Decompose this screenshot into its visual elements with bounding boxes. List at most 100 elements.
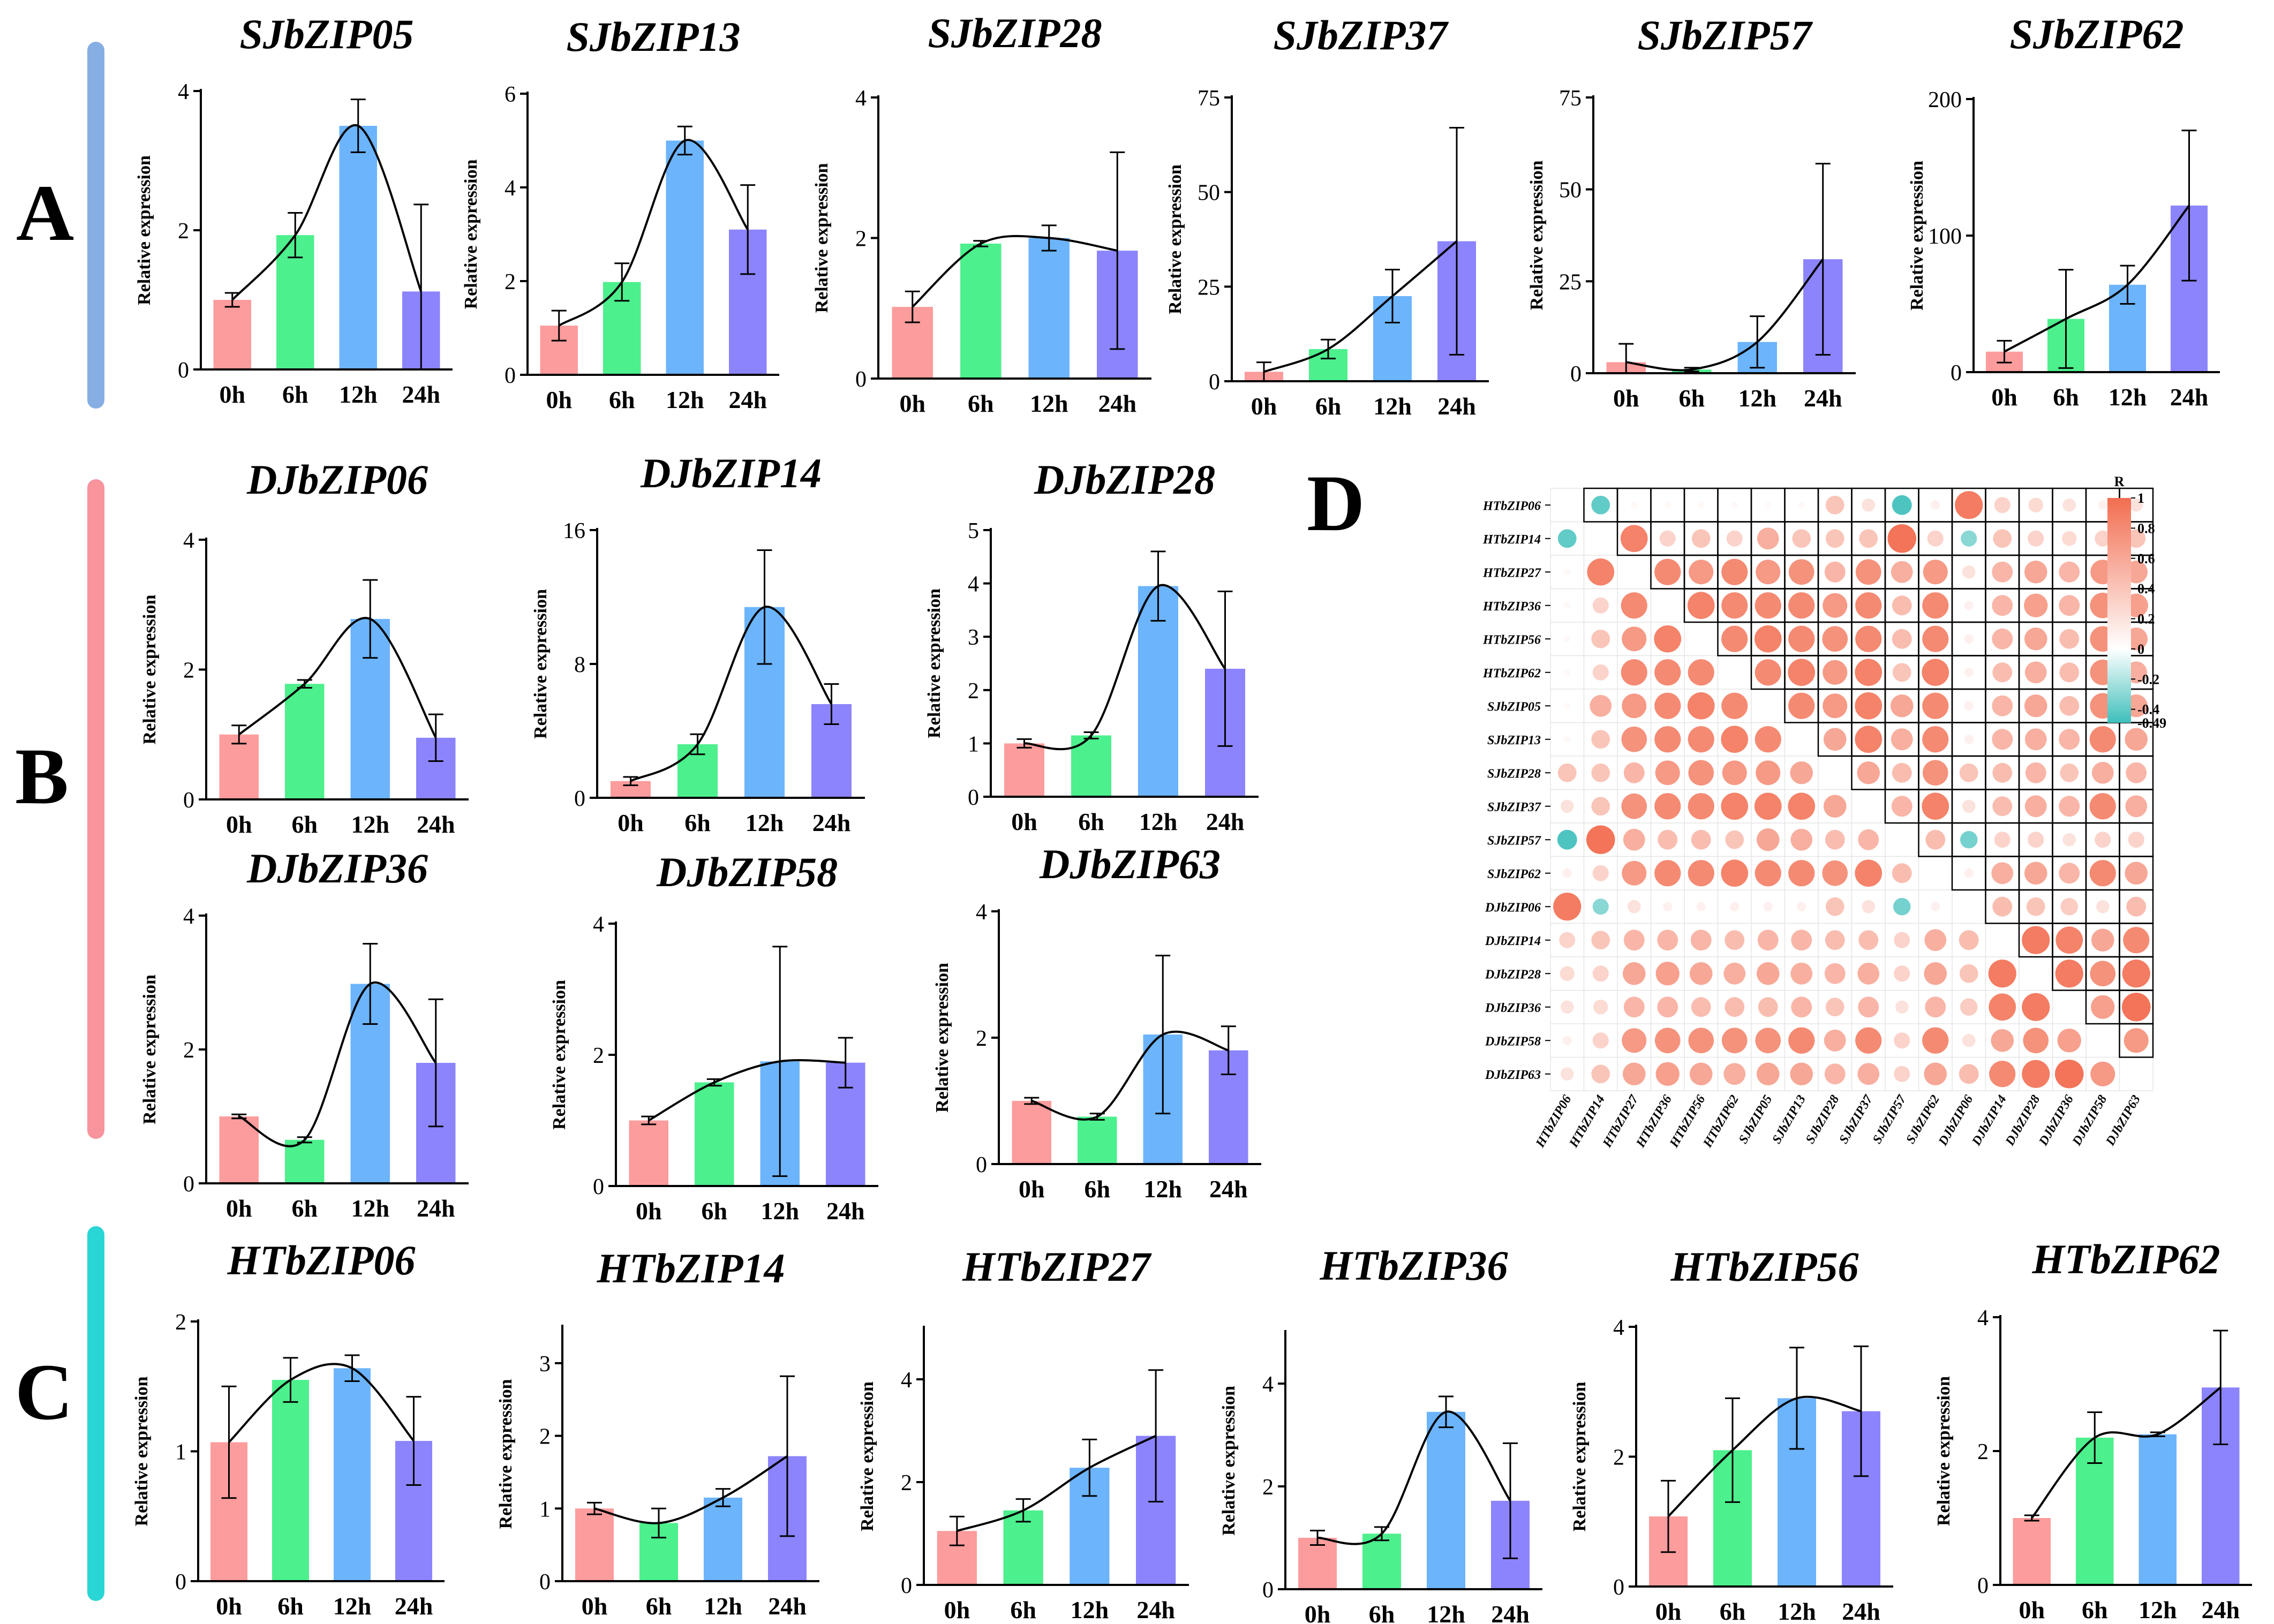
- trend-line: [648, 1059, 846, 1122]
- bar-chart-sjbzip37: SJbZIP37 0h 6h 12h 24h 0 25 50 75 Relative expres…: [1165, 12, 1489, 420]
- x-tick-label: 0h: [582, 1592, 608, 1620]
- corr-circle: [2090, 1061, 2115, 1086]
- corr-circle: [1964, 868, 1974, 878]
- corr-circle: [1992, 729, 2013, 750]
- y-tick-label: 4: [505, 176, 516, 201]
- corr-circle: [2095, 530, 2111, 547]
- corr-circle: [1825, 495, 1844, 515]
- row-label: SJbZIP62: [1487, 867, 1541, 881]
- x-tick-label: 24h: [768, 1592, 807, 1620]
- x-tick-label: 6h: [277, 1592, 304, 1620]
- corr-circle: [1591, 495, 1610, 515]
- y-tick-label: 0: [1613, 1575, 1624, 1600]
- corr-circle: [2062, 531, 2077, 546]
- y-tick-label: 4: [855, 86, 867, 111]
- row-label: HTbZIP36: [1482, 600, 1541, 614]
- corr-circle: [1593, 1000, 1608, 1015]
- corr-circle: [1887, 524, 1917, 553]
- colorbar-tick-label: 1: [2137, 490, 2144, 506]
- x-tick-label: 12h: [351, 811, 389, 838]
- corr-circle: [2024, 661, 2047, 684]
- x-tick-label: 0h: [944, 1596, 970, 1623]
- x-tick-label: 12h: [1778, 1598, 1816, 1624]
- corr-circle: [2055, 926, 2083, 954]
- y-tick-label: 2: [505, 270, 516, 294]
- corr-circle: [1757, 930, 1779, 951]
- x-tick-label: 24h: [417, 811, 455, 838]
- y-axis-label: Relative expression: [812, 163, 832, 313]
- x-tick-label: 0h: [1613, 384, 1639, 412]
- corr-circle: [1895, 1000, 1909, 1014]
- column-label: SJbZIP57: [1870, 1092, 1909, 1146]
- trend-line: [2031, 1386, 2222, 1519]
- x-tick-label: 0h: [618, 809, 644, 836]
- corr-circle: [2028, 832, 2044, 848]
- upper-cell: [2119, 1023, 2154, 1058]
- x-tick-label: 12h: [1071, 1596, 1109, 1623]
- y-axis-label: Relative expression: [461, 159, 481, 309]
- corr-circle: [1894, 1032, 1910, 1049]
- corr-circle: [1654, 692, 1681, 719]
- corr-circle: [1822, 860, 1848, 886]
- corr-circle: [1722, 760, 1747, 785]
- corr-circle: [1797, 902, 1806, 911]
- corr-circle: [1825, 529, 1844, 548]
- trend-line: [1626, 258, 1824, 372]
- x-tick-label: 12h: [760, 1197, 799, 1225]
- corr-circle: [1927, 530, 1944, 547]
- corr-circle: [1855, 859, 1883, 887]
- y-tick-label: 25: [1559, 270, 1582, 294]
- y-tick-label: 2: [593, 1044, 604, 1068]
- x-tick-label: 0h: [1019, 1175, 1045, 1203]
- row-label: DJbZIP28: [1485, 968, 1541, 981]
- corr-circle: [2091, 928, 2114, 952]
- corr-circle: [1859, 529, 1878, 548]
- corr-circle: [1891, 728, 1913, 751]
- corr-circle: [1922, 1027, 1949, 1054]
- x-tick-label: 24h: [1209, 1175, 1248, 1203]
- corr-circle: [1755, 860, 1781, 887]
- bar-0h: [219, 734, 259, 799]
- x-tick-label: 24h: [2201, 1596, 2240, 1623]
- y-tick-label: 0: [1570, 362, 1582, 387]
- row-label: HTbZIP06: [1482, 499, 1541, 513]
- bar-chart-sjbzip62: SJbZIP62 0h 6h 12h 24h 0 100 200 Relative expres…: [1907, 11, 2220, 411]
- trend-line: [1263, 240, 1458, 373]
- corr-circle: [1591, 763, 1610, 782]
- corr-circle: [2126, 896, 2147, 917]
- corr-circle: [1721, 1028, 1748, 1054]
- corr-circle: [2024, 728, 2047, 751]
- corr-circle: [1858, 996, 1879, 1018]
- y-axis-label: Relative expression: [1219, 1386, 1239, 1536]
- corr-circle: [1989, 1061, 2016, 1087]
- corr-circle: [1562, 868, 1572, 878]
- y-tick-label: 0: [574, 787, 585, 811]
- bar-chart-djbzip58: DJbZIP58 0h 6h 12h 24h 0 2 4 Relative expression: [549, 849, 878, 1225]
- corr-circle: [1858, 829, 1879, 850]
- corr-circle: [1892, 663, 1911, 682]
- bar-6h: [1362, 1534, 1401, 1589]
- corr-circle: [1757, 527, 1779, 550]
- corr-circle: [1664, 502, 1671, 509]
- corr-circle: [1654, 558, 1681, 585]
- corr-circle: [1758, 997, 1778, 1017]
- corr-circle: [1622, 962, 1646, 985]
- trend-line: [231, 124, 423, 301]
- corr-circle: [1591, 931, 1610, 950]
- colorbar: [2107, 498, 2131, 723]
- corr-circle: [2126, 762, 2147, 783]
- corr-circle: [1791, 930, 1812, 951]
- corr-circle: [2022, 1060, 2050, 1088]
- corr-circle: [1564, 602, 1571, 609]
- row-label: DJbZIP36: [1485, 1001, 1541, 1015]
- corr-circle: [1623, 930, 1645, 951]
- x-tick-label: 6h: [646, 1592, 672, 1620]
- corr-circle: [1623, 828, 1645, 851]
- section-band-b: [87, 479, 104, 1139]
- chart-title: HTbZIP06: [227, 1237, 416, 1283]
- x-tick-label: 12h: [333, 1592, 372, 1620]
- y-tick-label: 0: [968, 785, 979, 810]
- y-axis-label: Relative expression: [857, 1381, 877, 1531]
- corr-circle: [1622, 626, 1647, 652]
- row-label: HTbZIP27: [1482, 566, 1541, 580]
